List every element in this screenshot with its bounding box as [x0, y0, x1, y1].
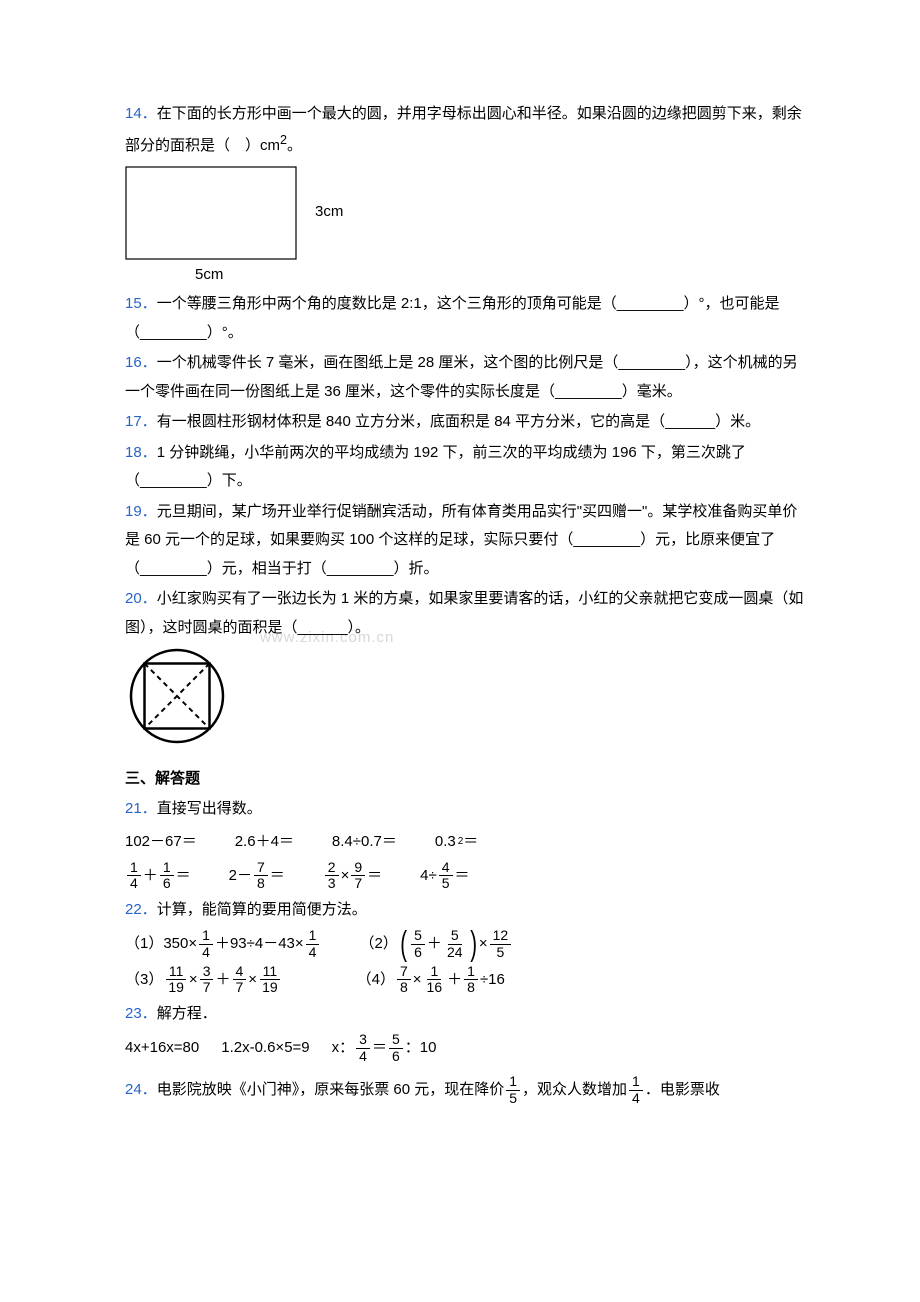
- question-text: 电影院放映《小门神》，原来每张票 60 元，现在降价: [157, 1081, 505, 1098]
- question-number: 18．: [125, 444, 157, 461]
- question-number: 21．: [125, 800, 157, 817]
- lparen-icon: (: [400, 931, 407, 958]
- question-text: 小红家购买有了一张边长为 1 米的方桌，如果家里要请客的话，小红的父亲就把它变成…: [125, 590, 803, 636]
- expr-c: 23×97＝: [323, 860, 382, 892]
- question-17: 17．有一根圆柱形钢材体积是 840 立方分米，底面积是 84 平方分米，它的高…: [125, 408, 805, 437]
- fraction: 78: [397, 964, 411, 996]
- question-text: 计算，能简算的要用简便方法。: [157, 901, 367, 918]
- expr-4: （4）78×116＋18÷16: [357, 964, 505, 996]
- eq2: 1.2x-0.6×5=9: [221, 1034, 309, 1063]
- rectangle-diagram: 3cm 5cm: [125, 166, 805, 286]
- expr: 102－67＝: [125, 828, 197, 857]
- fraction: 18: [464, 964, 478, 996]
- fraction: 14: [127, 860, 141, 892]
- fraction: 56: [411, 928, 425, 960]
- fraction: 16: [160, 860, 174, 892]
- fraction: 1119: [165, 964, 187, 996]
- question-22: 22．计算，能简算的要用简便方法。: [125, 896, 805, 925]
- fraction: 116: [424, 964, 446, 996]
- question-24: 24．电影院放映《小门神》，原来每张票 60 元，现在降价15，观众人数增加14…: [125, 1074, 805, 1106]
- question-text-end: 。: [287, 137, 302, 154]
- fraction: 47: [233, 964, 247, 996]
- eq: ＝: [463, 828, 478, 857]
- q22-row2: （3）1119×37＋47×1119 （4）78×116＋18÷16: [125, 964, 805, 996]
- base: 0.3: [435, 828, 456, 857]
- question-number: 19．: [125, 503, 157, 520]
- expr: 8.4÷0.7＝: [332, 828, 397, 857]
- question-text: 一个机械零件长 7 毫米，画在图纸上是 28 厘米，这个图的比例尺是（_____…: [125, 354, 798, 400]
- question-number: 17．: [125, 413, 157, 430]
- expr-b: 2－78＝: [229, 860, 285, 892]
- fraction: 524: [444, 928, 466, 960]
- question-text: 一个等腰三角形中两个角的度数比是 2:1，这个三角形的顶角可能是（_______…: [125, 295, 779, 341]
- fraction: 45: [439, 860, 453, 892]
- fraction: 1119: [259, 964, 281, 996]
- expr-3: （3）1119×37＋47×1119: [125, 964, 283, 996]
- section-title: 三、解答题: [125, 765, 805, 794]
- circle-table-diagram: [125, 646, 805, 757]
- question-16: 16．一个机械零件长 7 毫米，画在图纸上是 28 厘米，这个图的比例尺是（__…: [125, 349, 805, 406]
- question-19: 19．元旦期间，某广场开业举行促销酬宾活动，所有体育类用品实行"买四赠一"。某学…: [125, 498, 805, 584]
- fraction: 37: [200, 964, 214, 996]
- fraction: 15: [506, 1074, 520, 1106]
- fraction: 14: [629, 1074, 643, 1106]
- question-14: 14．在下面的长方形中画一个最大的圆，并用字母标出圆心和半径。如果沿圆的边缘把圆…: [125, 100, 805, 160]
- expr: 0.32＝: [435, 828, 478, 857]
- rect-svg: 3cm 5cm: [125, 166, 385, 286]
- expr-1: （1）350×14＋93÷4－43×14: [125, 928, 321, 960]
- fraction: 14: [306, 928, 320, 960]
- question-text: 直接写出得数。: [157, 800, 262, 817]
- q21-row1: 102－67＝ 2.6＋4＝ 8.4÷0.7＝ 0.32＝: [125, 828, 805, 857]
- question-23: 23．解方程．: [125, 1000, 805, 1029]
- question-text: 解方程．: [157, 1005, 217, 1022]
- question-15: 15．一个等腰三角形中两个角的度数比是 2:1，这个三角形的顶角可能是（____…: [125, 290, 805, 347]
- question-number: 15．: [125, 295, 157, 312]
- question-text: 元旦期间，某广场开业举行促销酬宾活动，所有体育类用品实行"买四赠一"。某学校准备…: [125, 503, 797, 577]
- superscript: 2: [280, 133, 287, 147]
- question-number: 24．: [125, 1081, 157, 1098]
- fraction: 34: [356, 1032, 370, 1064]
- fraction: 23: [325, 860, 339, 892]
- question-number: 20．: [125, 590, 157, 607]
- question-18: 18．1 分钟跳绳，小华前两次的平均成绩为 192 下，前三次的平均成绩为 19…: [125, 439, 805, 496]
- q23-row: 4x+16x=80 1.2x-0.6×5=9 x：34＝56：10: [125, 1032, 805, 1064]
- expr-2: （2）(56＋524)×125: [359, 928, 513, 960]
- q22-row1: （1）350×14＋93÷4－43×14 （2）(56＋524)×125: [125, 928, 805, 960]
- question-number: 22．: [125, 901, 157, 918]
- question-number: 23．: [125, 1005, 157, 1022]
- question-number: 14．: [125, 105, 157, 122]
- fraction: 78: [254, 860, 268, 892]
- fraction: 14: [199, 928, 213, 960]
- dim-3cm: 3cm: [315, 203, 343, 220]
- rparen-icon: ): [470, 931, 477, 958]
- question-21: 21．直接写出得数。: [125, 795, 805, 824]
- fraction: 97: [351, 860, 365, 892]
- q21-row2: 14＋16＝ 2－78＝ 23×97＝ 4÷45＝: [125, 860, 805, 892]
- question-20: 20．小红家购买有了一张边长为 1 米的方桌，如果家里要请客的话，小红的父亲就把…: [125, 585, 805, 642]
- question-text: 1 分钟跳绳，小华前两次的平均成绩为 192 下，前三次的平均成绩为 196 下…: [125, 444, 746, 490]
- fraction: 56: [389, 1032, 403, 1064]
- expr-d: 4÷45＝: [420, 860, 469, 892]
- question-text: 有一根圆柱形钢材体积是 840 立方分米，底面积是 84 平方分米，它的高是（_…: [157, 413, 760, 430]
- question-text: 在下面的长方形中画一个最大的圆，并用字母标出圆心和半径。如果沿圆的边缘把圆剪下来…: [125, 105, 802, 154]
- eq3: x：34＝56：10: [332, 1032, 437, 1064]
- expr: 2.6＋4＝: [235, 828, 294, 857]
- question-number: 16．: [125, 354, 157, 371]
- circle-svg: [125, 646, 230, 746]
- eq1: 4x+16x=80: [125, 1034, 199, 1063]
- expr-a: 14＋16＝: [125, 860, 191, 892]
- dim-5cm: 5cm: [195, 266, 223, 283]
- fraction: 125: [490, 928, 512, 960]
